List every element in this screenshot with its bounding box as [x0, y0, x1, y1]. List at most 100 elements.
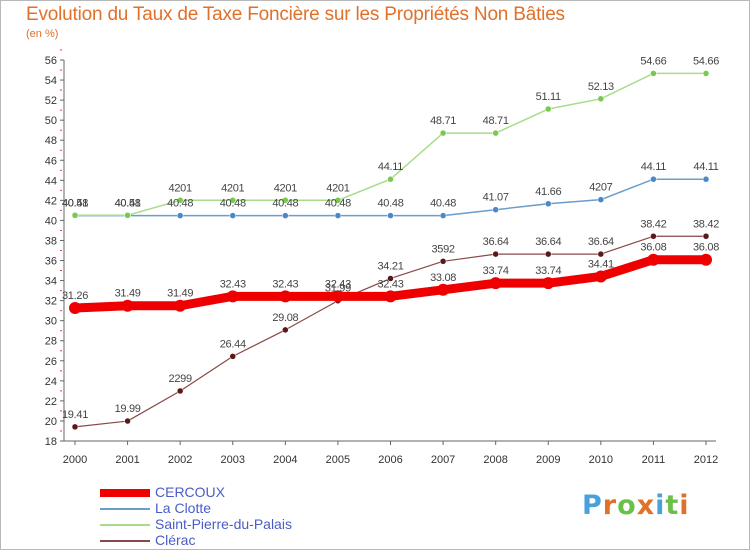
logo-letter: i — [679, 490, 690, 521]
data-label: 3592 — [431, 243, 454, 255]
data-label: 40.51 — [62, 197, 88, 209]
data-label: 44.11 — [641, 161, 666, 173]
legend-swatch-saint-pierre-du-palais — [100, 524, 150, 526]
legend-swatch-la-clotte — [100, 508, 150, 510]
data-label: 32.43 — [272, 278, 298, 290]
data-point — [229, 197, 236, 204]
data-point — [124, 417, 131, 425]
x-tick-label: 2005 — [326, 454, 350, 466]
y-tick-label: 50 — [45, 115, 57, 127]
y-tick-label: 40 — [45, 215, 57, 227]
data-point — [439, 258, 447, 265]
chart-title: Evolution du Taux de Taxe Foncière sur l… — [26, 4, 565, 25]
x-tick-label: 2004 — [273, 454, 297, 466]
y-tick-label: 38 — [45, 235, 57, 247]
data-label: 36.64 — [483, 236, 509, 248]
data-point — [650, 233, 657, 240]
logo-letter: r — [602, 490, 618, 521]
data-point — [702, 70, 710, 77]
data-label: 40.48 — [220, 198, 246, 210]
x-tick-label: 2000 — [63, 454, 87, 466]
data-label: 41.07 — [483, 192, 509, 204]
y-tick-label: 56 — [45, 55, 57, 67]
data-label: 36.08 — [693, 242, 719, 254]
data-point — [597, 196, 605, 203]
data-point — [282, 197, 289, 204]
data-label: 4201 — [274, 182, 297, 194]
legend-label-saint-pierre-du-palais: Saint-Pierre-du-Palais — [155, 516, 292, 532]
logo-letter: t — [665, 490, 680, 521]
data-point — [176, 212, 184, 219]
data-point — [542, 277, 555, 290]
data-point — [334, 197, 342, 204]
data-label: 52.13 — [588, 81, 614, 93]
data-point — [174, 299, 187, 312]
data-point — [702, 233, 710, 240]
data-point — [279, 290, 292, 303]
x-tick-label: 2001 — [115, 454, 139, 466]
data-point — [226, 290, 239, 303]
data-label: 36.08 — [640, 242, 666, 254]
data-point — [650, 175, 657, 183]
y-tick-label: 42 — [45, 195, 57, 207]
data-point — [439, 212, 447, 219]
data-label: 48.71 — [430, 115, 456, 127]
data-label: 32.43 — [325, 278, 351, 290]
y-tick-label: 24 — [45, 376, 57, 388]
data-point — [437, 283, 450, 296]
x-tick-label: 2006 — [378, 454, 402, 466]
data-point — [124, 212, 131, 219]
data-point — [69, 302, 81, 315]
y-tick-label: 26 — [45, 356, 57, 368]
data-label: 38.42 — [640, 218, 666, 230]
data-point — [282, 326, 289, 334]
data-label: 4201 — [169, 182, 192, 194]
data-label: 32.43 — [220, 278, 246, 290]
legend-swatch-cercoux — [100, 489, 150, 497]
data-label: 4207 — [589, 182, 612, 194]
data-label: 48.71 — [483, 115, 509, 127]
data-label: 38.42 — [693, 218, 719, 230]
y-tick-label: 46 — [45, 155, 57, 167]
data-point — [492, 206, 499, 213]
legend-label-clerac: Clérac — [155, 532, 196, 548]
data-label: 34.41 — [588, 258, 614, 270]
data-point — [597, 250, 605, 258]
x-tick-label: 2003 — [221, 454, 245, 466]
data-label: 33.74 — [483, 265, 509, 277]
x-tick-label: 2012 — [694, 454, 718, 466]
data-point — [334, 212, 342, 219]
data-point — [229, 353, 236, 360]
data-label: 4201 — [326, 182, 349, 194]
data-point — [387, 175, 394, 183]
unit-label: (en %) — [26, 28, 59, 40]
y-tick-label: 36 — [45, 256, 57, 268]
data-label: 40.48 — [62, 198, 88, 210]
data-point — [489, 277, 502, 290]
data-label: 54.66 — [640, 55, 666, 67]
y-tick-label: 22 — [45, 396, 57, 408]
data-point — [387, 212, 394, 219]
data-point — [650, 70, 657, 77]
data-point — [176, 387, 184, 395]
y-tick-label: 32 — [45, 296, 57, 308]
data-point — [594, 270, 607, 283]
data-label: 41.66 — [535, 186, 561, 198]
legend-swatch-clerac — [100, 540, 150, 542]
legend-label-cercoux: CERCOUX — [155, 484, 226, 500]
data-label: 36.64 — [588, 236, 614, 248]
data-label: 54.66 — [693, 55, 719, 67]
data-point — [647, 253, 660, 266]
data-label: 40.48 — [430, 198, 456, 210]
data-point — [176, 197, 184, 204]
data-label: 32.43 — [377, 278, 403, 290]
data-label: 40.48 — [272, 198, 298, 210]
y-tick-label: 52 — [45, 95, 57, 107]
y-tick-label: 44 — [45, 175, 57, 187]
x-tick-label: 2011 — [642, 454, 666, 466]
x-tick-label: 2007 — [431, 454, 455, 466]
y-tick-label: 20 — [45, 416, 57, 428]
data-label: 40.48 — [325, 198, 351, 210]
logo-letter: i — [655, 490, 666, 521]
